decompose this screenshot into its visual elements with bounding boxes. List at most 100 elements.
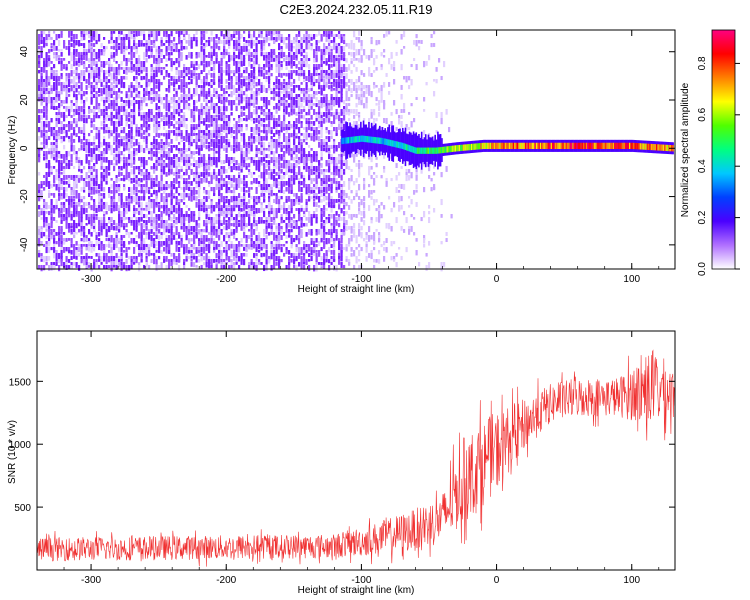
noise-cell: [268, 148, 271, 152]
noise-cell: [315, 43, 318, 46]
noise-cell: [40, 52, 43, 59]
noise-cell: [153, 40, 156, 46]
noise-cell: [238, 247, 241, 253]
noise-cell: [68, 46, 71, 50]
noise-cell: [300, 250, 303, 256]
noise-cell: [125, 133, 128, 138]
noise-cell: [248, 199, 251, 204]
noise-cell: [45, 181, 48, 187]
noise-cell: [45, 136, 48, 141]
noise-cell: [125, 229, 128, 233]
noise-cell: [118, 79, 121, 85]
noise-cell: [153, 151, 156, 157]
noise-cell: [73, 91, 76, 97]
noise-cell: [238, 118, 241, 124]
noise-cell: [190, 130, 193, 137]
noise-cell: [135, 94, 138, 98]
noise-cell: [253, 265, 256, 270]
noise-cell: [120, 199, 123, 206]
noise-cell: [138, 91, 141, 95]
noise-cell: [130, 217, 133, 222]
noise-cell: [185, 46, 188, 50]
noise-cell: [95, 205, 98, 210]
noise-cell: [258, 151, 261, 154]
noise-cell: [173, 193, 176, 197]
noise-cell: [218, 169, 221, 175]
noise-cell: [150, 202, 153, 209]
noise-cell: [270, 52, 273, 59]
noise-cell: [203, 187, 206, 193]
noise-cell: [130, 31, 133, 35]
noise-cell: [185, 259, 188, 262]
noise-cell: [93, 118, 96, 123]
noise-cell: [310, 73, 313, 79]
noise-cell: [310, 124, 313, 128]
noise-cell: [140, 160, 143, 165]
noise-cell: [260, 67, 263, 70]
noise-cell: [270, 34, 273, 40]
noise-cell: [293, 121, 296, 126]
noise-cell: [98, 259, 101, 262]
noise-cell: [185, 55, 188, 60]
noise-cell: [218, 109, 221, 115]
noise-cell: [315, 97, 318, 102]
noise-cell: [155, 94, 158, 101]
noise-cell: [195, 124, 198, 130]
noise-cell: [105, 130, 108, 134]
noise-cell: [105, 142, 108, 147]
noise-cell: [220, 127, 223, 133]
noise-cell: [170, 76, 173, 81]
noise-cell: [203, 142, 206, 148]
noise-cell: [50, 70, 53, 74]
noise-cell: [203, 46, 206, 50]
noise-cell: [95, 100, 98, 104]
noise-cell: [128, 103, 131, 109]
noise-cell: [143, 163, 146, 170]
noise-cell: [143, 67, 146, 72]
noise-cell: [110, 106, 113, 109]
noise-cell: [155, 241, 158, 247]
noise-cell: [108, 58, 111, 64]
noise-cell: [195, 145, 198, 150]
noise-cell: [175, 157, 178, 160]
noise-cell: [243, 151, 246, 157]
noise-cell: [210, 115, 213, 121]
noise-cell: [98, 109, 101, 113]
noise-cell: [73, 61, 76, 67]
noise-cell: [115, 238, 118, 245]
noise-cell: [193, 226, 196, 231]
noise-cell: [175, 226, 178, 232]
noise-cell: [60, 61, 63, 66]
noise-cell: [280, 205, 283, 210]
noise-cell: [213, 115, 216, 120]
noise-cell: [293, 220, 296, 226]
noise-cell: [225, 64, 228, 70]
noise-cell: [58, 193, 61, 199]
noise-cell: [105, 223, 108, 228]
noise-cell: [68, 61, 71, 64]
noise-cell: [203, 172, 206, 179]
noise-cell: [185, 169, 188, 175]
noise-cell: [68, 211, 71, 218]
noise-cell: [140, 247, 143, 253]
noise-cell: [255, 226, 258, 232]
noise-cell: [65, 247, 68, 252]
noise-cell: [253, 31, 256, 38]
noise-cell: [290, 124, 293, 129]
noise-cell: [268, 88, 271, 91]
noise-cell: [135, 211, 138, 214]
noise-cell: [138, 145, 141, 149]
noise-cell: [90, 220, 93, 227]
noise-cell: [125, 46, 128, 51]
noise-cell: [190, 55, 193, 59]
noise-cell: [248, 40, 251, 45]
noise-cell: [203, 241, 206, 245]
noise-cell: [278, 256, 281, 262]
noise-cell: [115, 184, 118, 189]
noise-cell: [103, 112, 106, 117]
noise-cell: [40, 133, 43, 138]
noise-cell: [220, 160, 223, 165]
noise-cell: [185, 193, 188, 198]
noise-cell: [123, 211, 126, 215]
noise-cell: [273, 256, 276, 261]
